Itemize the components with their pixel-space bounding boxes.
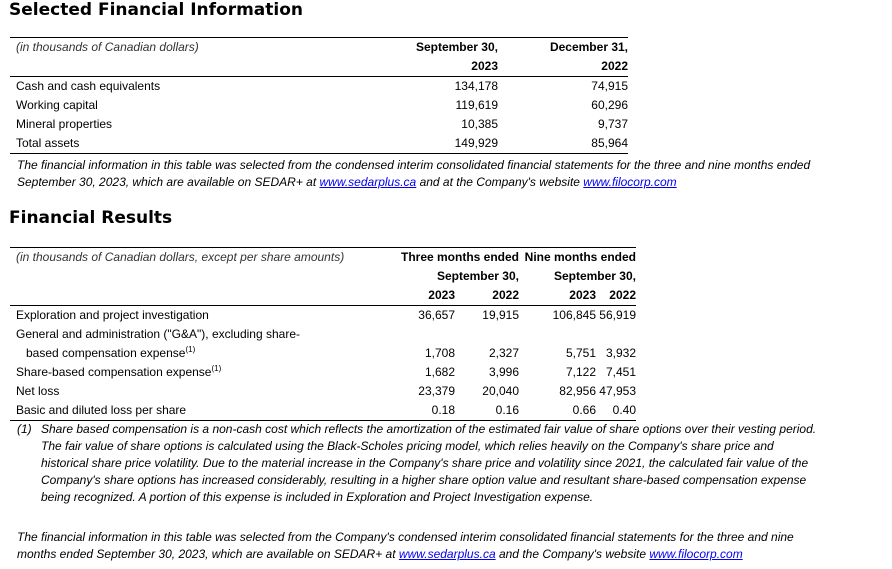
- cell: 19,915: [482, 308, 519, 322]
- cell: 134,178: [454, 79, 498, 93]
- note-line: months ended September 30, 2023, which a…: [17, 546, 794, 563]
- note-text: and at the Company's website: [416, 175, 584, 189]
- cell: 0.66: [519, 401, 596, 421]
- sedar-link[interactable]: www.sedarplus.ca: [398, 547, 496, 561]
- col-header: 2023: [368, 57, 498, 77]
- cell: 106,845: [552, 308, 596, 322]
- footnote-ref: (1): [185, 345, 196, 354]
- col-header: December 31,: [549, 40, 628, 54]
- year-header: 2022: [455, 286, 519, 306]
- row-label: Share-based compensation expense(1): [10, 363, 395, 382]
- row-label: Cash and cash equivalents: [16, 79, 161, 93]
- table-row: Net loss 23,379 20,040 82,956 47,953: [10, 382, 636, 401]
- cell: 0.16: [455, 401, 519, 421]
- row-label: General and administration ("G&A"), excl…: [10, 325, 395, 363]
- footnote-number: (1): [17, 422, 32, 436]
- note-line: September 30, 2023, which are available …: [17, 174, 810, 191]
- cell: 82,956: [559, 384, 596, 398]
- cell: 9,737: [597, 117, 628, 131]
- cell: 1,708: [424, 346, 455, 360]
- col-header: September 30,: [415, 40, 498, 54]
- table-source-note: The financial information in this table …: [17, 157, 810, 191]
- group-header: Nine months ended: [524, 250, 636, 264]
- table-caption: (in thousands of Canadian dollars): [16, 40, 199, 54]
- footnote-ref: (1): [211, 364, 222, 373]
- cell: 7,122: [565, 365, 596, 379]
- cell: 119,619: [455, 98, 499, 112]
- row-label-text: based compensation expense: [26, 346, 186, 360]
- year-header: 2022: [596, 286, 636, 306]
- cell: 2,327: [488, 346, 519, 360]
- cell: 149,929: [368, 134, 498, 154]
- cell: 1,682: [424, 365, 455, 379]
- note-line: The financial information in this table …: [17, 158, 811, 172]
- filocorp-link[interactable]: www.filocorp.com: [649, 547, 743, 561]
- filocorp-link[interactable]: www.filocorp.com: [583, 175, 677, 189]
- section-title-selected-financial-information: Selected Financial Information: [9, 0, 303, 20]
- footnote-text: Share based compensation is a non-cash c…: [41, 422, 817, 504]
- cell: 60,296: [591, 98, 628, 112]
- row-label-text: Share-based compensation expense: [16, 365, 212, 379]
- cell: 23,379: [418, 384, 455, 398]
- cell: 47,953: [599, 384, 636, 398]
- cell: 5,751: [565, 346, 596, 360]
- cell: 36,657: [418, 308, 455, 322]
- year-header: 2023: [519, 286, 596, 306]
- cell: 85,964: [498, 134, 628, 154]
- footnote: (1) Share based compensation is a non-ca…: [17, 421, 817, 506]
- group-header: September 30,: [553, 269, 636, 283]
- table-row: General and administration ("G&A"), excl…: [10, 325, 636, 363]
- group-header: Three months ended: [400, 250, 519, 264]
- cell: 7,451: [605, 365, 636, 379]
- table-caption: (in thousands of Canadian dollars, excep…: [16, 250, 345, 264]
- table-row: Share-based compensation expense(1) 1,682…: [10, 363, 636, 382]
- table-row: Exploration and project investigation 36,…: [10, 306, 636, 326]
- cell: 10,385: [461, 117, 498, 131]
- table-source-note: The financial information in this table …: [17, 529, 794, 563]
- table-row: Total assets 149,929 85,964: [10, 134, 628, 154]
- cell: 56,919: [599, 308, 636, 322]
- selected-financial-table: (in thousands of Canadian dollars) Septe…: [10, 37, 628, 154]
- cell: 74,915: [591, 79, 628, 93]
- note-text: and the Company's website: [495, 547, 650, 561]
- row-label: Net loss: [16, 384, 60, 398]
- row-label: Mineral properties: [16, 117, 113, 131]
- sedar-link[interactable]: www.sedarplus.ca: [319, 175, 417, 189]
- cell: 3,932: [605, 346, 636, 360]
- note-line: The financial information in this table …: [17, 530, 794, 544]
- table-row: Mineral properties 10,385 9,737: [10, 115, 628, 134]
- cell: 0.40: [596, 401, 636, 421]
- row-label-line: based compensation expense(1): [16, 344, 395, 363]
- row-label: Total assets: [10, 134, 368, 154]
- table-row: Working capital 119,619 60,296: [10, 96, 628, 115]
- financial-results-table: (in thousands of Canadian dollars, excep…: [10, 247, 636, 421]
- note-text: months ended September 30, 2023, which a…: [17, 547, 399, 561]
- note-text: September 30, 2023, which are available …: [17, 175, 320, 189]
- row-label-line: General and administration ("G&A"), excl…: [16, 327, 300, 341]
- cell: 20,040: [482, 384, 519, 398]
- table-row: Basic and diluted loss per share 0.18 0.16…: [10, 401, 636, 421]
- table-row: Cash and cash equivalents 134,178 74,915: [10, 77, 628, 97]
- group-header: September 30,: [436, 269, 519, 283]
- row-label: Working capital: [16, 98, 98, 112]
- row-label: Exploration and project investigation: [16, 308, 209, 322]
- cell: 3,996: [488, 365, 519, 379]
- col-header: 2022: [498, 57, 628, 77]
- section-title-financial-results: Financial Results: [9, 208, 173, 228]
- row-label: Basic and diluted loss per share: [10, 401, 395, 421]
- year-header: 2023: [395, 286, 455, 306]
- cell: 0.18: [395, 401, 455, 421]
